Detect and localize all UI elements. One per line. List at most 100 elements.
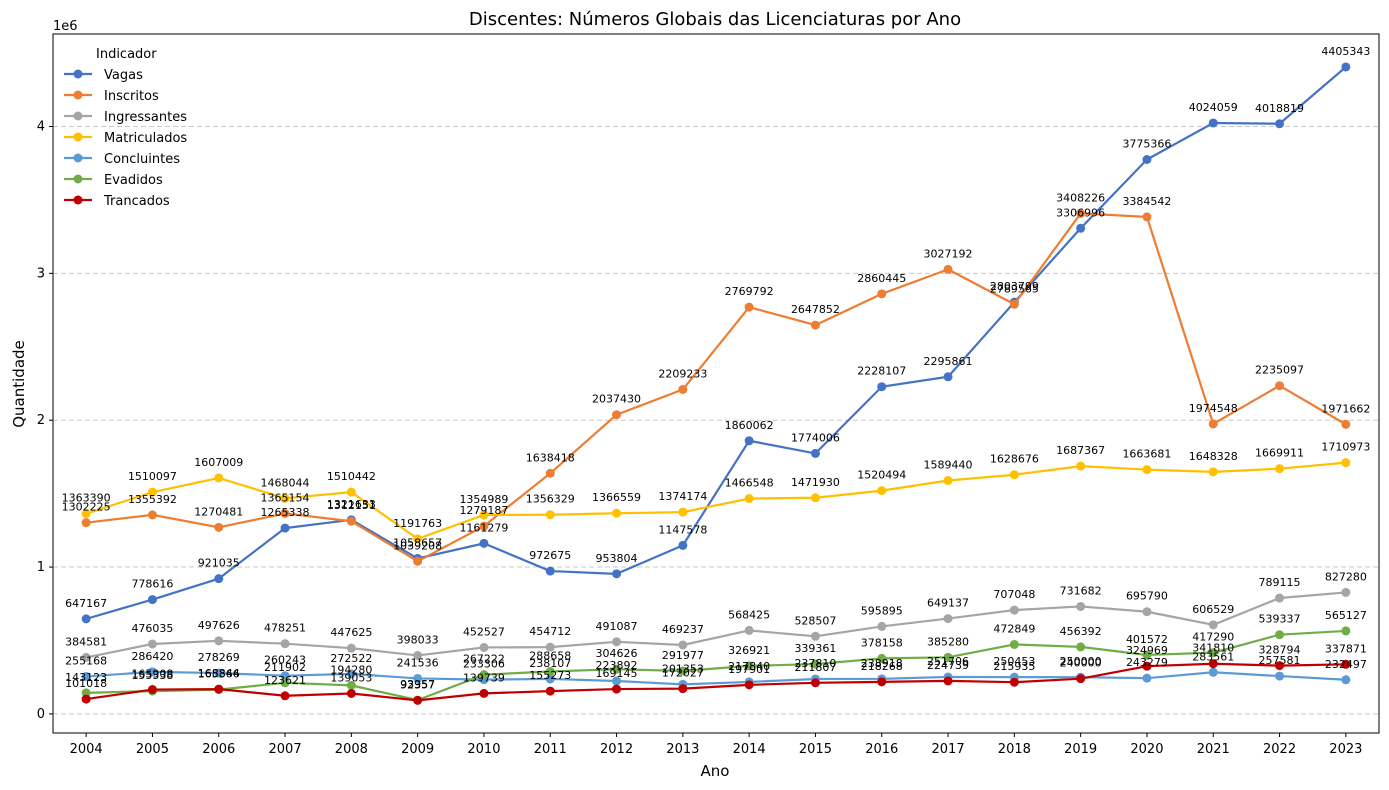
legend-marker-vagas (73, 69, 83, 79)
data-label-trancados: 337871 (1325, 642, 1367, 655)
x-tick-label: 2008 (335, 742, 368, 757)
data-point-trancados (1275, 661, 1285, 671)
data-point-trancados (678, 684, 688, 694)
x-tick-label: 2011 (534, 742, 567, 757)
series-line-ingressantes (85, 591, 1346, 659)
x-tick-label: 2018 (998, 742, 1031, 757)
data-label-inscritos: 1638418 (526, 451, 575, 464)
data-point-vagas (612, 569, 622, 579)
legend-entry-concluintes: Concluintes (104, 152, 180, 167)
data-label-inscritos: 1279187 (459, 504, 508, 517)
data-label-vagas: 921035 (198, 557, 240, 570)
data-label-evadidos: 143123 (65, 671, 107, 684)
data-point-inscritos (545, 468, 555, 478)
data-point-matriculados (612, 508, 622, 518)
data-label-concluintes: 233306 (463, 658, 505, 671)
data-point-concluintes (413, 673, 423, 683)
data-point-inscritos (744, 302, 754, 312)
data-point-ingressantes (1275, 593, 1285, 603)
data-label-evadidos: 267222 (463, 653, 505, 666)
data-point-trancados (81, 694, 91, 704)
data-label-trancados: 92357 (400, 678, 435, 691)
data-label-ingressantes: 452527 (463, 625, 505, 638)
data-label-vagas: 1161279 (459, 521, 508, 534)
data-label-vagas: 2228107 (857, 365, 906, 378)
data-point-evadidos (1142, 650, 1152, 660)
x-tick-label: 2013 (666, 742, 699, 757)
data-label-vagas: 1147578 (658, 523, 707, 536)
data-label-evadidos: 385280 (927, 635, 969, 648)
data-point-ingressantes (612, 637, 622, 647)
data-label-matriculados: 1628676 (990, 453, 1039, 466)
series-line-vagas (85, 66, 1347, 620)
data-label-concluintes: 238107 (529, 657, 571, 670)
data-label-inscritos: 2235097 (1255, 364, 1304, 377)
data-label-vagas: 1058657 (393, 536, 442, 549)
data-label-concluintes: 237810 (794, 657, 836, 670)
data-point-inscritos (1009, 299, 1019, 309)
data-label-matriculados: 1366559 (592, 491, 641, 504)
data-label-trancados: 328794 (1259, 644, 1301, 657)
data-label-inscritos: 1270481 (194, 505, 243, 518)
data-label-evadidos: 472849 (993, 622, 1035, 635)
data-label-inscritos: 2789565 (990, 282, 1039, 295)
data-point-trancados (1076, 674, 1086, 684)
data-label-inscritos: 3408226 (1056, 191, 1105, 204)
data-point-evadidos (346, 680, 356, 690)
data-point-vagas (479, 538, 489, 548)
data-point-inscritos (280, 508, 290, 518)
data-label-evadidos: 155338 (131, 669, 173, 682)
data-label-trancados: 240000 (1060, 657, 1102, 670)
data-label-trancados: 341810 (1192, 642, 1234, 655)
data-label-evadidos: 165366 (198, 668, 240, 681)
data-point-ingressantes (1341, 587, 1351, 597)
data-label-evadidos: 288658 (529, 650, 571, 663)
data-point-trancados (346, 688, 356, 698)
legend: Indicador Vagas Inscritos Ingressantes Matri… (64, 47, 187, 209)
data-point-matriculados (81, 509, 91, 519)
data-point-matriculados (877, 486, 887, 496)
data-point-ingressantes (346, 643, 356, 653)
legend-marker-concluintes (73, 153, 83, 163)
data-label-vagas: 2803799 (990, 280, 1039, 293)
data-label-concluintes: 250453 (993, 655, 1035, 668)
data-point-vagas (1275, 119, 1285, 129)
data-point-inscritos (413, 556, 423, 566)
data-label-vagas: 2295861 (924, 355, 973, 368)
data-point-inscritos (612, 410, 622, 420)
data-label-trancados: 215935 (993, 660, 1035, 673)
data-label-concluintes: 238918 (861, 657, 903, 670)
data-label-ingressantes: 695790 (1126, 590, 1168, 603)
data-point-matriculados (1275, 464, 1285, 474)
data-label-concluintes: 250000 (1060, 655, 1102, 668)
data-point-ingressantes (479, 642, 489, 652)
data-point-ingressantes (1009, 605, 1019, 615)
data-point-trancados (413, 695, 423, 705)
data-label-trancados: 165908 (131, 668, 173, 681)
x-tick-label: 2015 (799, 742, 832, 757)
data-point-ingressantes (280, 639, 290, 649)
data-label-concluintes: 286420 (131, 650, 173, 663)
x-tick-label: 2014 (733, 742, 766, 757)
data-label-vagas: 1265338 (261, 506, 310, 519)
data-point-ingressantes (81, 652, 91, 662)
data-point-evadidos (1009, 639, 1019, 649)
y-tick-label: 4 (37, 120, 45, 135)
data-point-concluintes (1341, 675, 1351, 685)
data-point-ingressantes (545, 642, 555, 652)
grid-lines (53, 126, 1379, 715)
data-point-trancados (214, 684, 224, 694)
data-label-matriculados: 1374174 (658, 490, 707, 503)
data-point-ingressantes (214, 636, 224, 646)
data-point-vagas (877, 382, 887, 392)
x-tick-label: 2007 (269, 742, 302, 757)
legend-marker-matriculados (73, 132, 83, 142)
data-label-matriculados: 1466548 (725, 477, 774, 490)
data-label-inscritos: 1355392 (128, 493, 177, 506)
data-label-ingressantes: 528507 (794, 614, 836, 627)
data-point-inscritos (214, 522, 224, 532)
y-tick-label: 3 (37, 266, 45, 281)
data-point-matriculados (943, 476, 953, 486)
x-tick-label: 2012 (600, 742, 633, 757)
data-point-vagas (545, 566, 555, 576)
